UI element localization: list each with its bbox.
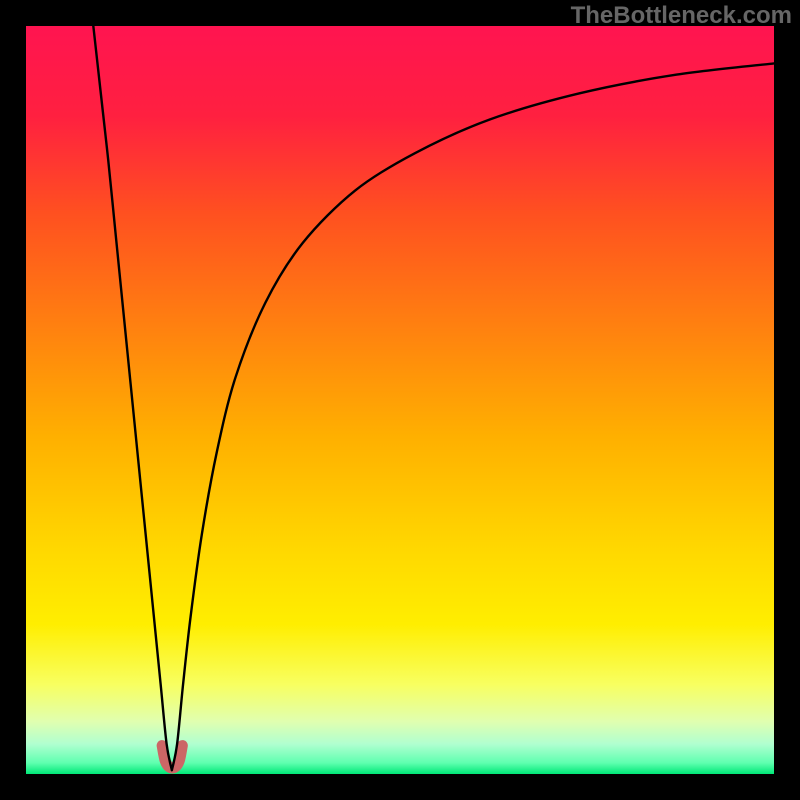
chart-container: TheBottleneck.com [0,0,800,800]
chart-svg [26,26,774,774]
plot-area [26,26,774,774]
watermark-text: TheBottleneck.com [571,2,792,30]
gradient-background [26,26,774,774]
